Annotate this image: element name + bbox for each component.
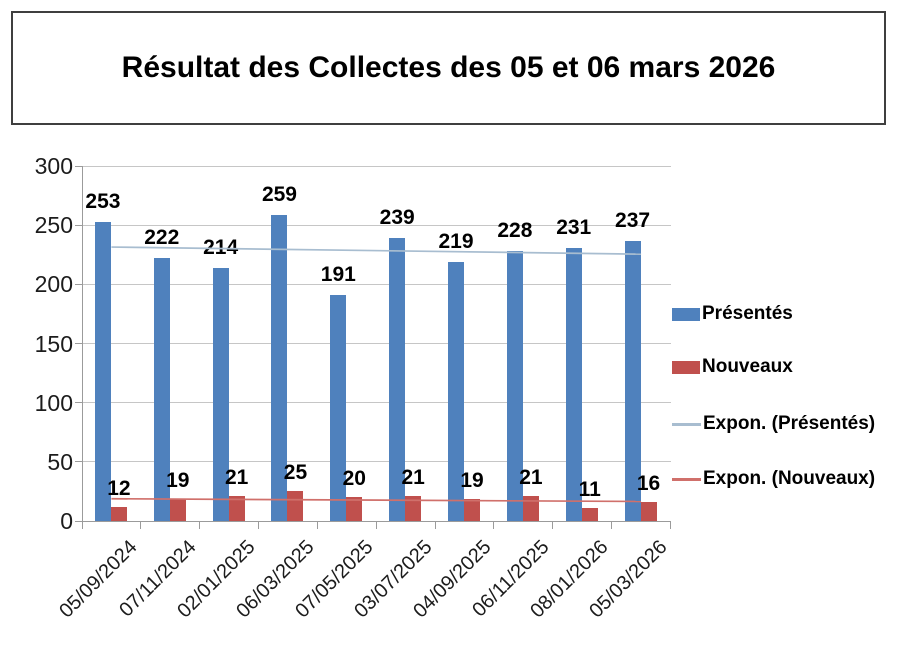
bar-presentes <box>271 214 288 521</box>
data-label-nouveaux: 21 <box>519 466 543 490</box>
bar-nouveaux <box>640 502 657 521</box>
bar-nouveaux <box>346 497 363 521</box>
bar-nouveaux <box>581 507 598 521</box>
bar-presentes <box>389 238 406 521</box>
legend-swatch-nouveaux <box>672 360 700 374</box>
data-label-presentes: 239 <box>379 206 415 230</box>
y-axis-label: 150 <box>34 330 73 357</box>
bar-nouveaux <box>522 496 539 521</box>
bar-presentes <box>212 267 229 521</box>
bar-presentes <box>153 258 170 521</box>
data-label-presentes: 228 <box>497 219 533 243</box>
legend-label-expon-presentes: Expon. (Présentés) <box>703 413 876 434</box>
legend-label-expon-nouveaux: Expon. (Nouveaux) <box>703 468 876 489</box>
y-gridline <box>82 343 671 344</box>
y-axis-label: 200 <box>34 271 73 298</box>
y-axis-label: 100 <box>34 389 73 416</box>
legend-item-expon-presentes: Expon. (Présentés) <box>672 411 875 437</box>
x-axis-tick <box>611 521 613 529</box>
data-label-nouveaux: 20 <box>342 467 366 491</box>
bar-nouveaux <box>110 506 127 521</box>
legend-item-nouveaux: Nouveaux <box>672 354 793 380</box>
chart-title: Résultat des Collectes des 05 et 06 mars… <box>121 51 776 84</box>
bar-nouveaux <box>464 498 481 521</box>
bar-presentes <box>94 221 111 521</box>
bar-nouveaux <box>169 498 186 521</box>
x-axis-tick <box>81 521 83 529</box>
y-axis-label: 0 <box>60 508 73 534</box>
data-label-presentes: 259 <box>261 182 297 206</box>
data-label-nouveaux: 25 <box>283 461 308 485</box>
data-label-nouveaux: 21 <box>401 466 425 490</box>
bar-nouveaux <box>228 496 245 521</box>
legend-item-presentes: Présentés <box>672 301 793 327</box>
x-axis-tick <box>552 521 554 529</box>
data-label-presentes: 191 <box>320 262 356 286</box>
y-axis-tick <box>75 402 82 404</box>
bar-presentes <box>506 251 523 521</box>
data-label-nouveaux: 11 <box>578 477 601 501</box>
x-axis-tick <box>258 521 260 529</box>
data-label-presentes: 237 <box>615 208 651 232</box>
data-label-nouveaux: 21 <box>224 466 249 490</box>
x-axis-tick <box>140 521 142 529</box>
x-axis-tick <box>493 521 495 529</box>
y-axis-tick <box>75 165 82 167</box>
legend-swatch-presentes <box>672 307 700 321</box>
data-label-nouveaux: 16 <box>636 472 661 496</box>
x-axis-label: 05/09/2024 <box>55 536 142 623</box>
x-axis-tick <box>199 521 201 529</box>
data-label-presentes: 231 <box>556 215 592 239</box>
bar-presentes <box>448 261 465 521</box>
y-axis-tick <box>75 283 82 285</box>
y-axis-tick <box>75 224 82 226</box>
y-gridline <box>82 165 671 167</box>
data-label-presentes: 214 <box>203 235 239 259</box>
x-axis-tick <box>375 521 377 529</box>
y-axis-label: 50 <box>47 448 73 475</box>
x-axis-tick <box>670 521 671 529</box>
bar-presentes <box>624 240 641 521</box>
data-label-presentes: 253 <box>85 189 121 213</box>
legend-swatch-expon-nouveaux <box>672 477 701 481</box>
x-axis-tick <box>434 521 436 529</box>
legend-label-nouveaux: Nouveaux <box>702 356 793 377</box>
legend-item-expon-nouveaux: Expon. (Nouveaux) <box>672 466 875 492</box>
y-axis-line <box>81 166 83 521</box>
bar-presentes <box>330 294 347 521</box>
y-axis-tick <box>75 520 82 522</box>
title-box: Résultat des Collectes des 05 et 06 mars… <box>11 11 886 125</box>
y-gridline <box>82 461 671 463</box>
x-axis-tick <box>316 521 318 529</box>
y-axis-tick <box>75 343 82 344</box>
data-label-nouveaux: 19 <box>460 468 484 492</box>
bar-nouveaux <box>405 496 422 521</box>
y-gridline <box>82 283 671 285</box>
y-axis-label: 300 <box>34 153 73 179</box>
legend-swatch-expon-presentes <box>672 422 701 426</box>
legend-label-presentes: Présentés <box>702 303 793 324</box>
y-axis-tick <box>75 461 82 463</box>
data-label-presentes: 222 <box>144 226 180 250</box>
data-label-nouveaux: 19 <box>166 468 190 492</box>
y-axis-label: 250 <box>34 212 73 239</box>
data-label-nouveaux: 12 <box>107 476 131 500</box>
y-gridline <box>82 402 671 404</box>
bar-nouveaux <box>287 491 304 521</box>
bar-presentes <box>565 247 582 521</box>
y-gridline <box>82 224 671 226</box>
